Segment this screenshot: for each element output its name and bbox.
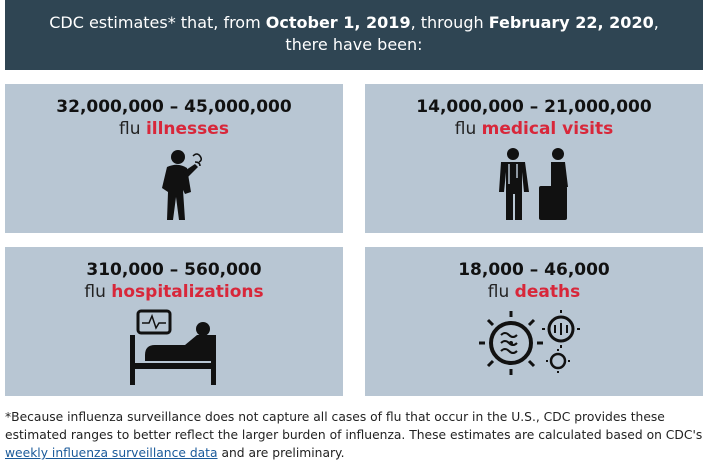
icon-ill [162, 150, 203, 220]
card: 32,000,000 – 45,000,000 flu illnesses [5, 84, 343, 233]
card: 18,000 – 46,000 flu deaths [365, 247, 703, 396]
range: 32,000,000 – 45,000,000 [56, 97, 292, 117]
header-text: , through [410, 13, 489, 32]
surveillance-link[interactable]: weekly influenza surveillance data [5, 446, 218, 460]
card: 14,000,000 – 21,000,000 flu medical visi… [365, 84, 703, 233]
footnote: *Because influenza surveillance does not… [5, 408, 705, 462]
footnote-text: and are preliminary. [217, 446, 345, 460]
label: flu deaths [365, 281, 703, 303]
category: deaths [514, 282, 581, 302]
range: 18,000 – 46,000 [458, 260, 610, 280]
icon-hospital [130, 309, 216, 385]
header-text: CDC estimates* that, from [49, 13, 266, 32]
header-date: October 1, 2019 [265, 13, 411, 32]
header-text: , there have been: [285, 13, 659, 54]
prefix: flu [119, 119, 141, 139]
prefix: flu [84, 282, 106, 302]
category: hospitalizations [111, 282, 264, 302]
card: 310,000 – 560,000 flu hospitalizations [5, 247, 343, 396]
icon-visit [499, 148, 568, 220]
category: medical visits [481, 119, 614, 139]
label: flu medical visits [365, 118, 703, 140]
header: CDC estimates* that, from October 1, 201… [5, 0, 703, 70]
label: flu illnesses [5, 118, 343, 140]
prefix: flu [454, 119, 477, 139]
header-date: February 22, 2020 [488, 13, 654, 32]
range: 310,000 – 560,000 [86, 260, 262, 280]
label: flu hospitalizations [5, 281, 343, 303]
range: 14,000,000 – 21,000,000 [416, 97, 652, 117]
category: illnesses [145, 119, 229, 139]
prefix: flu [487, 282, 510, 302]
icon-virus [479, 310, 580, 375]
footnote-text: *Because influenza surveillance does not… [5, 410, 703, 442]
